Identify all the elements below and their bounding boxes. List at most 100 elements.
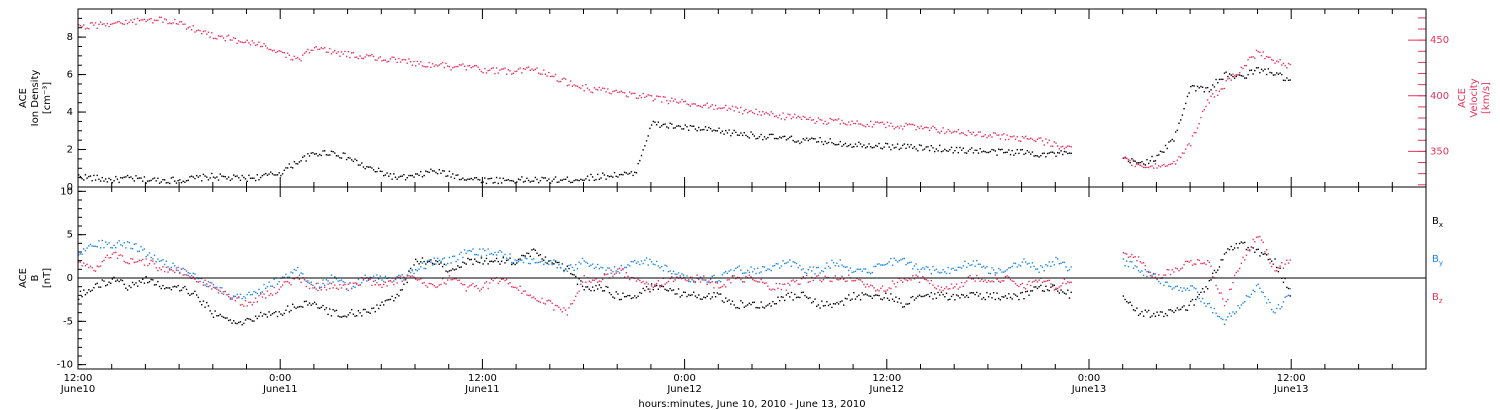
- by-series-dot: [1030, 266, 1032, 268]
- by-series-dot: [598, 268, 601, 270]
- density-series-dot: [1053, 152, 1056, 154]
- by-series-dot: [1013, 262, 1015, 264]
- velocity-series-dot: [388, 60, 390, 62]
- bz-series-dot: [950, 283, 953, 285]
- bx-series-dot: [939, 294, 941, 296]
- density-series-dot: [987, 151, 990, 154]
- bx-series-dot: [922, 295, 924, 298]
- bz-series-dot: [752, 278, 754, 281]
- velocity-series-dot: [142, 19, 144, 21]
- by-series-dot: [821, 270, 823, 272]
- velocity-series-dot: [374, 59, 376, 61]
- bx-series-dot: [551, 262, 553, 264]
- density-series-dot: [1168, 141, 1170, 143]
- velocity-series-dot: [1265, 55, 1268, 58]
- density-series-dot: [167, 181, 169, 184]
- density-series-dot: [718, 127, 720, 129]
- bx-series-dot: [848, 294, 850, 296]
- density-series-dot: [691, 125, 693, 127]
- bz-series-dot: [497, 282, 499, 285]
- bx-series-dot: [1225, 251, 1227, 254]
- bz-series-dot: [1023, 286, 1025, 289]
- by-series-dot: [482, 248, 484, 250]
- velocity-series-dot: [433, 65, 435, 67]
- bx-series-dot: [1282, 281, 1285, 283]
- density-series-dot: [325, 154, 328, 156]
- by-series-dot: [944, 271, 946, 273]
- top-y2tick-label: 400: [1430, 91, 1449, 102]
- bx-series-dot: [1223, 253, 1226, 255]
- bx-series-dot: [1163, 315, 1165, 318]
- density-series-dot: [83, 179, 85, 181]
- by-series-dot: [1240, 304, 1243, 306]
- velocity-series-dot: [686, 103, 688, 105]
- by-series-dot: [413, 272, 415, 275]
- by-series-dot: [568, 264, 570, 267]
- bz-series-dot: [270, 293, 272, 295]
- velocity-series-dot: [861, 124, 863, 126]
- bx-series-dot: [318, 307, 321, 310]
- velocity-series-dot: [131, 21, 134, 24]
- density-series-dot: [194, 177, 196, 180]
- by-series-dot: [543, 263, 545, 266]
- bx-series-dot: [890, 293, 892, 295]
- by-series-dot: [334, 276, 336, 278]
- velocity-series-dot: [954, 130, 956, 133]
- bx-series-dot: [108, 281, 110, 283]
- by-series-dot: [285, 273, 287, 276]
- by-series-dot: [254, 291, 257, 294]
- bx-series-dot: [1188, 304, 1190, 307]
- velocity-series-dot: [536, 67, 538, 69]
- velocity-series-dot: [662, 96, 665, 98]
- bz-series-dot: [686, 279, 688, 282]
- density-series-dot: [1026, 149, 1029, 152]
- velocity-series-dot: [88, 28, 90, 30]
- density-series-dot: [667, 127, 670, 129]
- bx-series-dot: [263, 313, 265, 315]
- bx-series-dot: [1050, 286, 1052, 288]
- density-series-dot: [297, 163, 299, 165]
- bz-series-dot: [1001, 280, 1003, 282]
- density-series-dot: [672, 127, 675, 129]
- bx-series-dot: [135, 282, 137, 284]
- density-series-dot: [180, 181, 183, 184]
- bx-series-dot: [307, 304, 309, 306]
- density-series-dot: [969, 148, 971, 151]
- bx-series-dot: [745, 305, 747, 307]
- bz-series-dot: [275, 292, 277, 295]
- velocity-series-dot: [735, 106, 737, 108]
- bz-series-dot: [248, 301, 250, 304]
- by-series-dot: [1024, 261, 1027, 263]
- bx-series-dot: [133, 283, 136, 286]
- bx-series-dot: [504, 262, 506, 264]
- bx-series-dot: [933, 293, 936, 295]
- density-series-dot: [307, 153, 309, 155]
- by-series-dot: [861, 270, 863, 272]
- bz-series-dot: [1193, 263, 1195, 265]
- by-series-dot: [1009, 266, 1012, 269]
- density-series-dot: [495, 176, 498, 179]
- density-series-dot: [401, 175, 403, 177]
- bx-series-dot: [1213, 269, 1216, 272]
- density-series-dot: [681, 128, 683, 130]
- bz-series-dot: [499, 280, 501, 283]
- by-series-dot: [1156, 278, 1158, 281]
- density-series-dot: [632, 174, 634, 177]
- bx-series-dot: [928, 295, 931, 298]
- velocity-series-dot: [312, 49, 314, 52]
- density-series-dot: [142, 180, 144, 182]
- density-series-dot: [266, 174, 269, 176]
- by-series-dot: [748, 271, 751, 274]
- bz-series-dot: [588, 280, 590, 282]
- bz-series-dot: [721, 285, 724, 288]
- by-series-dot: [586, 262, 589, 265]
- bx-series-dot: [672, 289, 675, 291]
- velocity-series-dot: [276, 50, 279, 53]
- bz-series-dot: [202, 284, 205, 286]
- velocity-series-dot: [880, 121, 882, 124]
- density-series-dot: [1056, 151, 1059, 154]
- by-series-dot: [895, 259, 897, 261]
- by-series-dot: [418, 268, 420, 270]
- density-series-dot: [310, 152, 312, 154]
- velocity-series-dot: [145, 20, 147, 23]
